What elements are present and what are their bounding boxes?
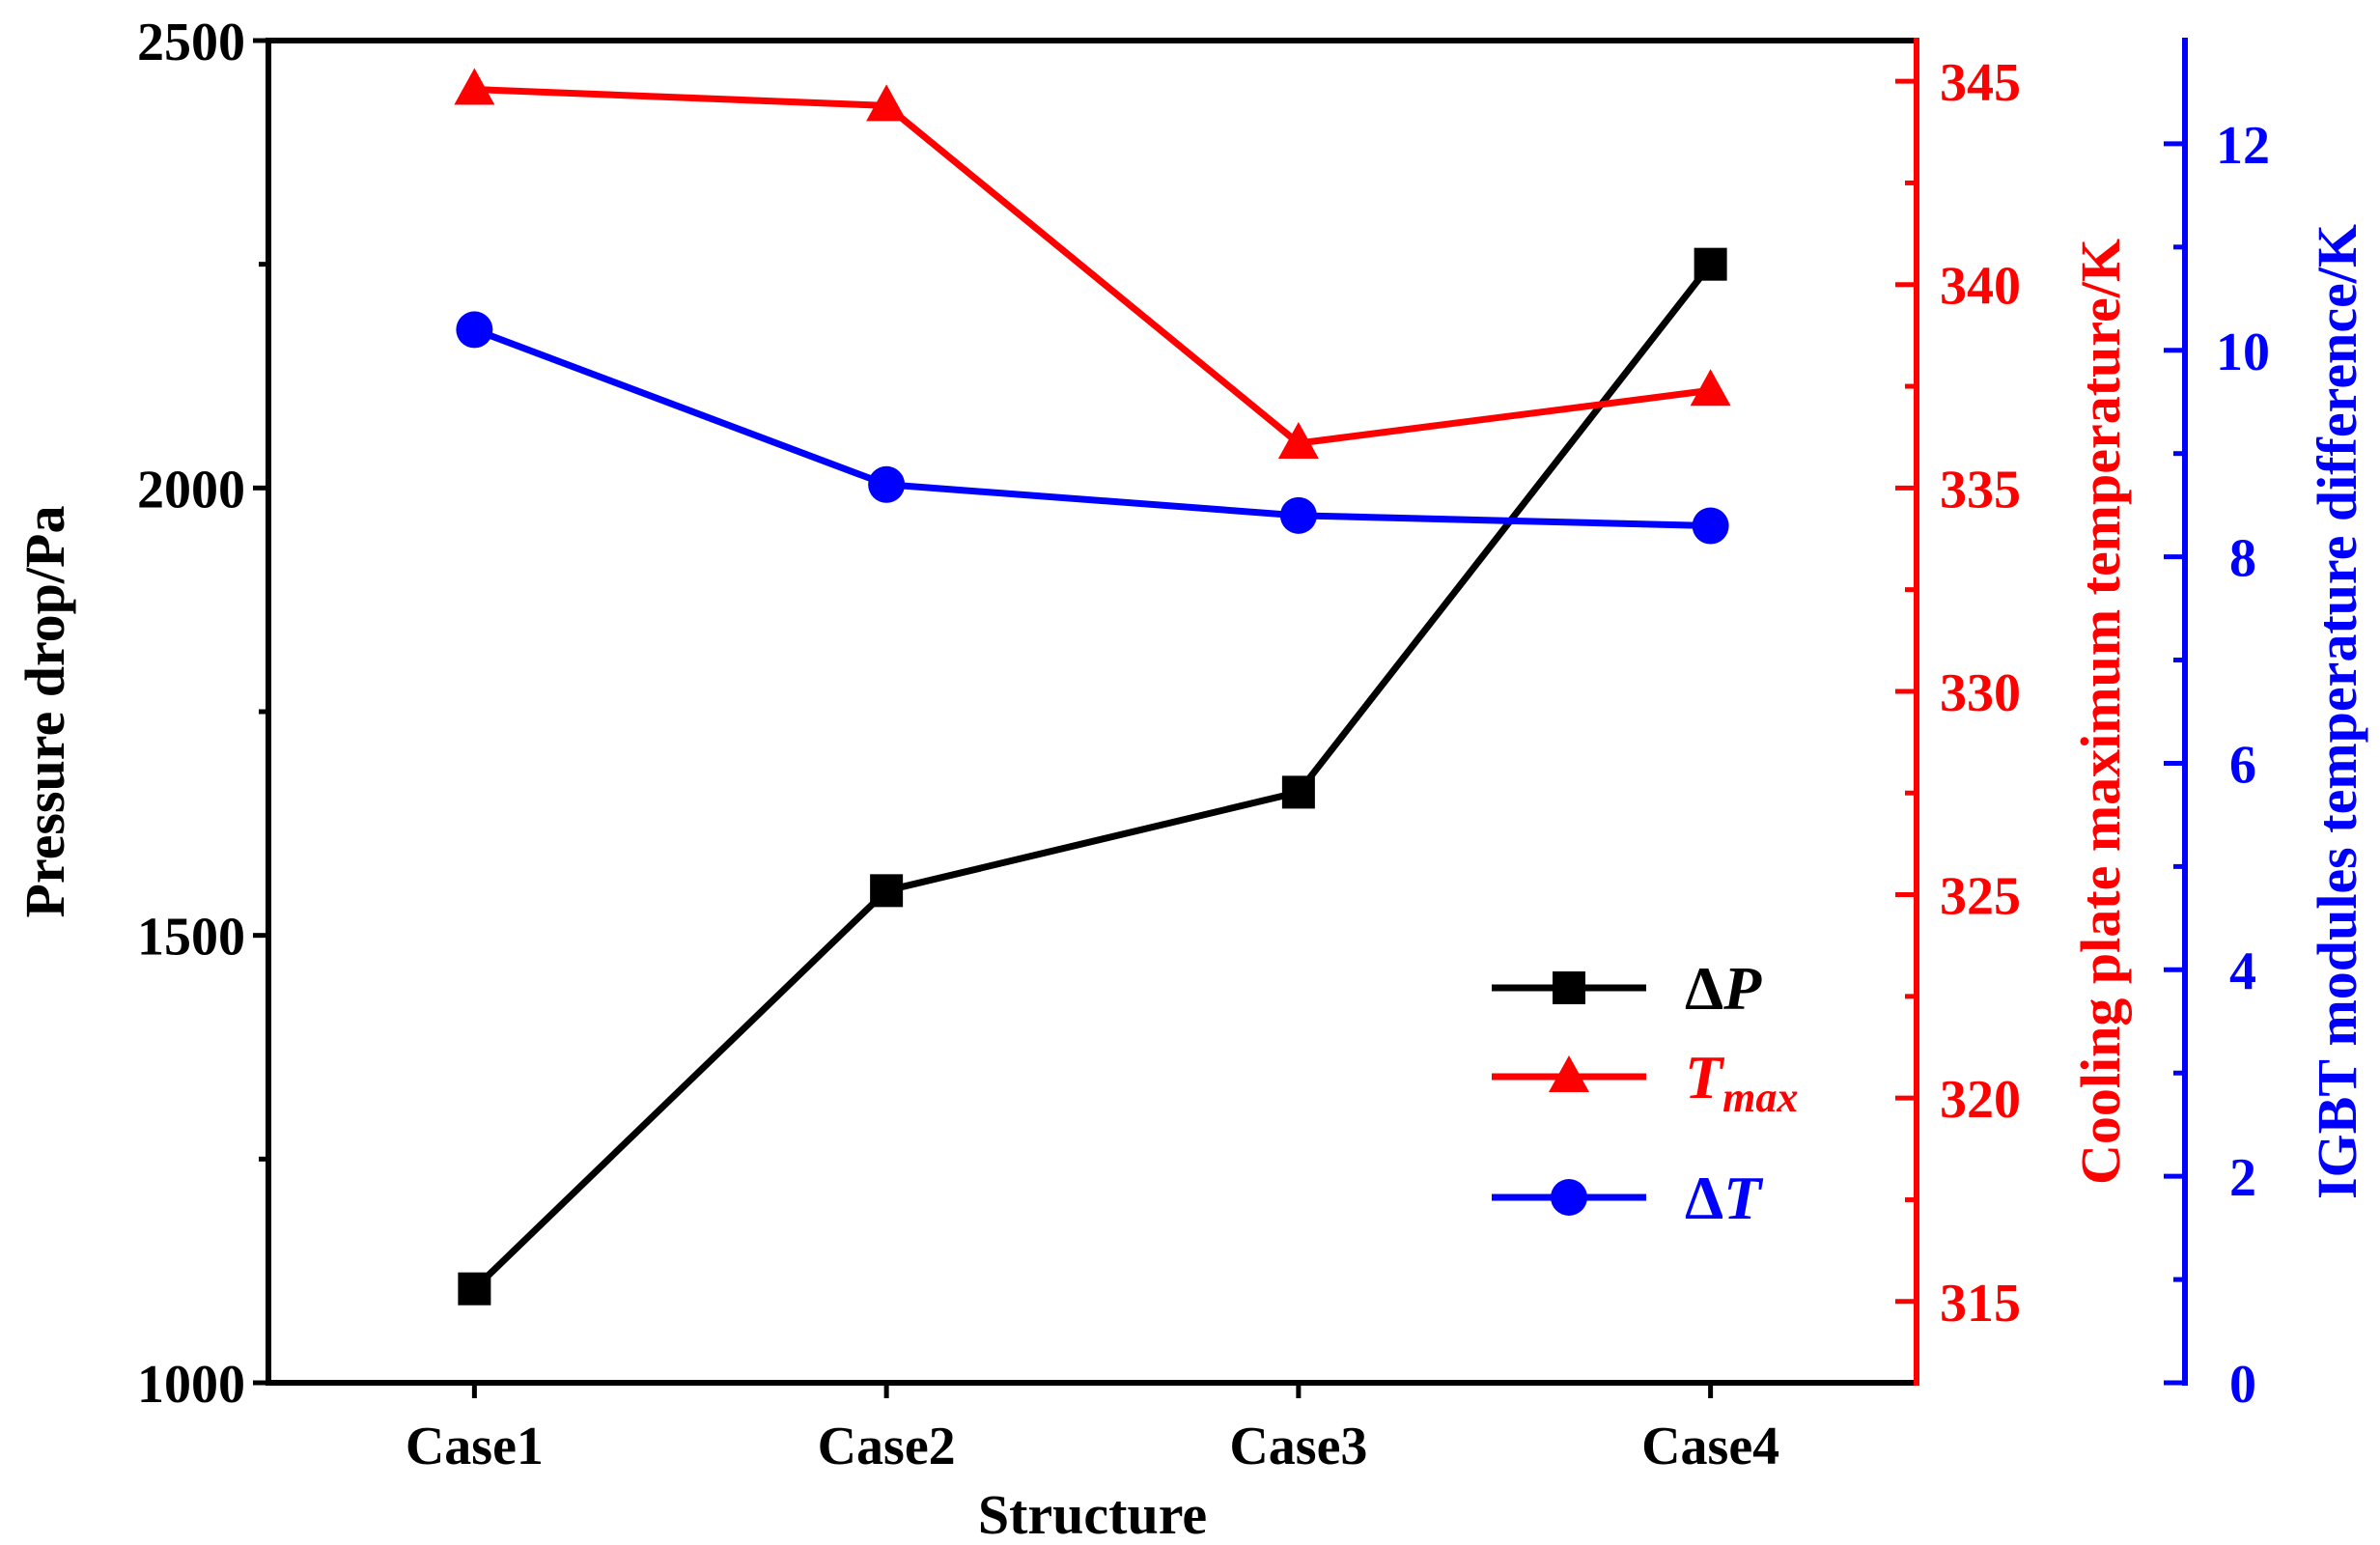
left-tick-label: 1000 bbox=[137, 1355, 245, 1415]
legend-label-1: Tmax bbox=[1685, 1043, 1798, 1121]
difference-tick-label: 4 bbox=[2229, 941, 2256, 1001]
legend-label-0: ΔP bbox=[1685, 954, 1762, 1023]
legend-label-italic: T bbox=[1685, 1043, 1725, 1111]
difference-tick-label: 6 bbox=[2229, 735, 2256, 795]
legend-label-2: ΔT bbox=[1685, 1164, 1764, 1232]
temperature-tick-label: 325 bbox=[1940, 867, 2021, 927]
data-point bbox=[454, 68, 495, 105]
series-line-2 bbox=[473, 326, 1711, 530]
temperature-tick-label: 345 bbox=[1940, 53, 2021, 113]
left-tick-label: 2000 bbox=[137, 460, 245, 520]
difference-tick-label: 0 bbox=[2229, 1355, 2256, 1415]
left-tick-label: 1500 bbox=[137, 908, 245, 968]
right-axis-temperature-title: Cooling plate maximum temperature/K bbox=[2069, 239, 2132, 1185]
temperature-tick-label: 335 bbox=[1940, 460, 2021, 520]
difference-tick-label: 10 bbox=[2216, 323, 2270, 382]
temperature-tick-label: 315 bbox=[1940, 1274, 2021, 1334]
data-point bbox=[1690, 369, 1731, 407]
difference-tick-label: 12 bbox=[2216, 116, 2270, 176]
left-tick-label: 2500 bbox=[137, 13, 245, 72]
x-tick-label: Case1 bbox=[406, 1417, 544, 1476]
x-axis-title: Structure bbox=[978, 1483, 1207, 1545]
difference-tick-label: 8 bbox=[2229, 529, 2256, 589]
left-axis-title: Pressure drop/Pa bbox=[14, 506, 76, 918]
right-axis-difference-title: IGBT modules temperature difference/K bbox=[2306, 224, 2368, 1199]
data-point bbox=[458, 1272, 491, 1306]
series-layer bbox=[454, 68, 1731, 1306]
data-point bbox=[868, 465, 906, 503]
data-point bbox=[866, 84, 908, 122]
series-line-0 bbox=[471, 262, 1714, 1292]
legend-label-symbol: Δ bbox=[1685, 954, 1723, 1023]
x-tick-label: Case3 bbox=[1229, 1417, 1367, 1476]
data-point bbox=[1277, 422, 1319, 459]
legend-marker-2 bbox=[1551, 1179, 1587, 1216]
data-point bbox=[1694, 247, 1727, 281]
legend-marker-0 bbox=[1553, 971, 1585, 1004]
data-point bbox=[870, 874, 904, 908]
legend-label-italic: T bbox=[1723, 1164, 1764, 1232]
difference-tick-label: 2 bbox=[2229, 1148, 2256, 1208]
legend-label-italic: P bbox=[1722, 954, 1762, 1023]
temperature-tick-label: 320 bbox=[1940, 1070, 2021, 1130]
x-tick-label: Case4 bbox=[1641, 1417, 1779, 1476]
series-line-1 bbox=[474, 86, 1712, 447]
temperature-tick-label: 330 bbox=[1940, 663, 2021, 723]
data-point bbox=[1692, 507, 1729, 545]
temperature-tick-label: 340 bbox=[1940, 257, 2021, 317]
legend-marker-1 bbox=[1549, 1055, 1589, 1092]
x-tick-label: Case2 bbox=[818, 1417, 956, 1476]
data-point bbox=[1281, 775, 1315, 809]
legend-label-symbol: Δ bbox=[1685, 1164, 1723, 1232]
axes-layer: 1000 1500 2000 2500 Case1 Case2 Case3 Case4 315 3… bbox=[14, 13, 2368, 1545]
data-point bbox=[456, 311, 493, 349]
legend-label-subscript: max bbox=[1722, 1074, 1798, 1121]
data-point bbox=[1279, 496, 1317, 534]
